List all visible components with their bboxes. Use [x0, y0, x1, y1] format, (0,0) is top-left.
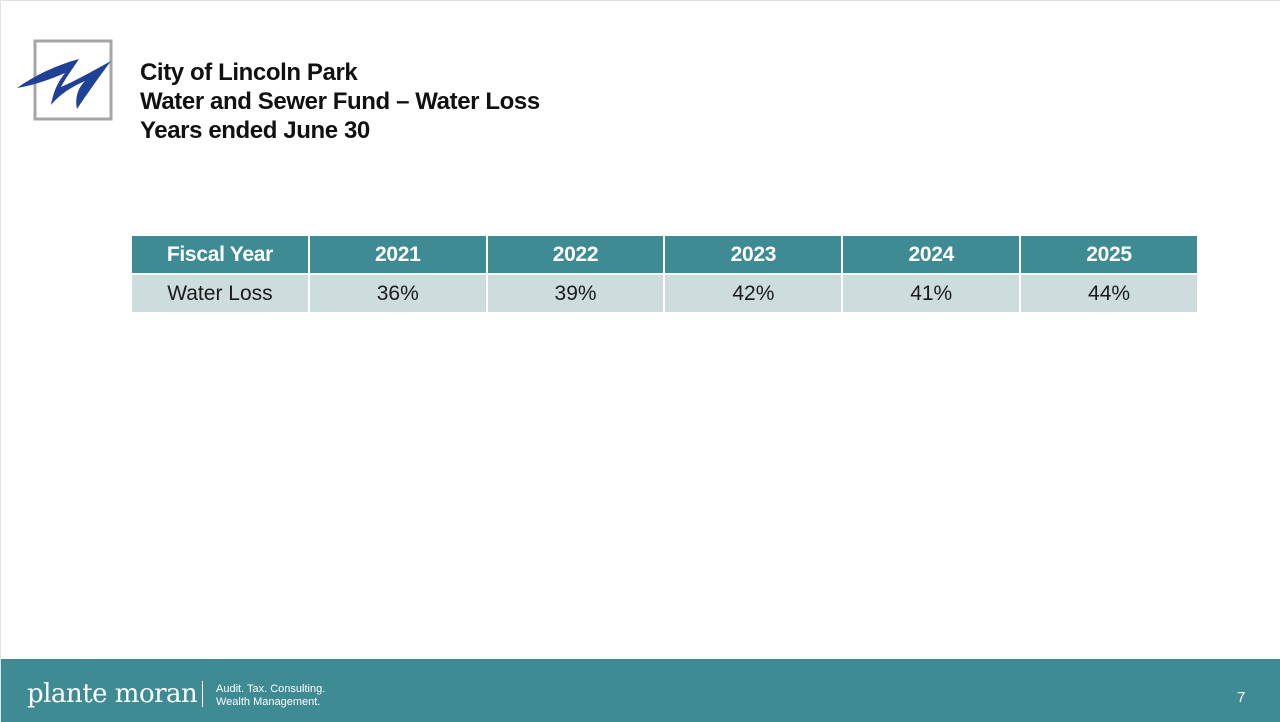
brand-tagline: Audit. Tax. Consulting. Wealth Managemen… — [216, 683, 325, 709]
header-cell-2025: 2025 — [1019, 234, 1199, 275]
value-cell-2023: 42% — [663, 273, 844, 314]
header-cell-fiscal-year: Fiscal Year — [130, 234, 310, 275]
header-cell-2021: 2021 — [307, 234, 488, 275]
header-cell-2022: 2022 — [485, 234, 666, 275]
row-label-water-loss: Water Loss — [130, 273, 310, 314]
brand-divider — [202, 681, 203, 707]
title-line-2: Water and Sewer Fund – Water Loss — [140, 88, 540, 115]
table-row: Water Loss 36% 39% 42% 41% 44% — [130, 273, 1199, 314]
city-swoosh-logo-icon — [17, 39, 113, 121]
header-cell-2024: 2024 — [841, 234, 1022, 275]
tagline-line-1: Audit. Tax. Consulting. — [216, 683, 326, 695]
value-cell-2022: 39% — [485, 273, 666, 314]
table-header-row: Fiscal Year 2021 2022 2023 2024 2025 — [130, 234, 1199, 275]
value-cell-2024: 41% — [841, 273, 1022, 314]
title-line-3: Years ended June 30 — [140, 117, 370, 144]
tagline-line-2: Wealth Management. — [216, 696, 321, 708]
page-number: 7 — [1237, 689, 1246, 706]
water-loss-table: Fiscal Year 2021 2022 2023 2024 2025 Wat… — [130, 234, 1199, 314]
value-cell-2021: 36% — [307, 273, 488, 314]
slide-title: City of Lincoln Park Water and Sewer Fun… — [140, 58, 540, 145]
brand-logo: plante moran — [27, 679, 198, 709]
value-cell-2025: 44% — [1019, 273, 1199, 314]
title-line-1: City of Lincoln Park — [140, 59, 358, 86]
header-cell-2023: 2023 — [663, 234, 844, 275]
footer-bar: plante moran Audit. Tax. Consulting. Wea… — [1, 659, 1280, 722]
